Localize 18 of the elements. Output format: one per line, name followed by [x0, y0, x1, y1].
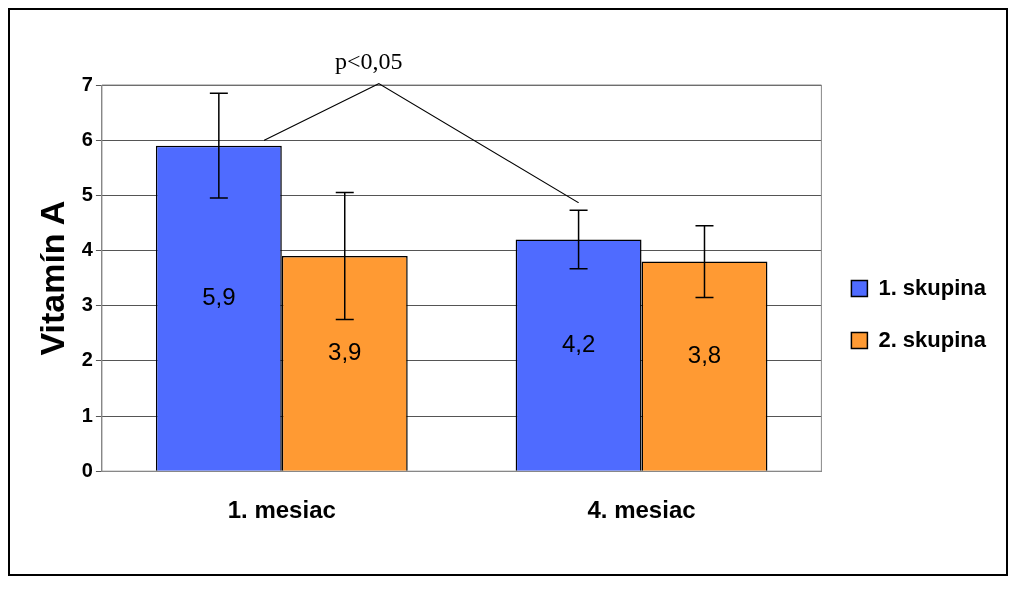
- y-tick-label: 4: [81, 238, 94, 261]
- y-tick-label: 6: [81, 127, 93, 150]
- data-label: 3,9: [328, 338, 362, 366]
- y-tick-label: 0: [81, 458, 93, 481]
- legend-label: 1. skupina: [878, 274, 987, 300]
- data-label: 4,2: [561, 329, 596, 357]
- y-tick-label: 1: [81, 403, 93, 426]
- x-tick-label: 1. mesiac: [227, 496, 336, 524]
- y-tick-label: 5: [81, 182, 93, 205]
- y-tick-label: 3: [81, 293, 93, 316]
- y-axis-title: Vitamín A: [32, 200, 71, 356]
- x-tick-label: 4. mesiac: [587, 496, 696, 524]
- text: p<0,05: [334, 48, 403, 75]
- data-label: 5,9: [202, 283, 236, 311]
- data-label: 3,8: [687, 341, 722, 368]
- y-tick-label: 7: [81, 72, 93, 95]
- legend-label: 2. skupina: [878, 326, 987, 352]
- y-tick-label: 2: [81, 348, 93, 371]
